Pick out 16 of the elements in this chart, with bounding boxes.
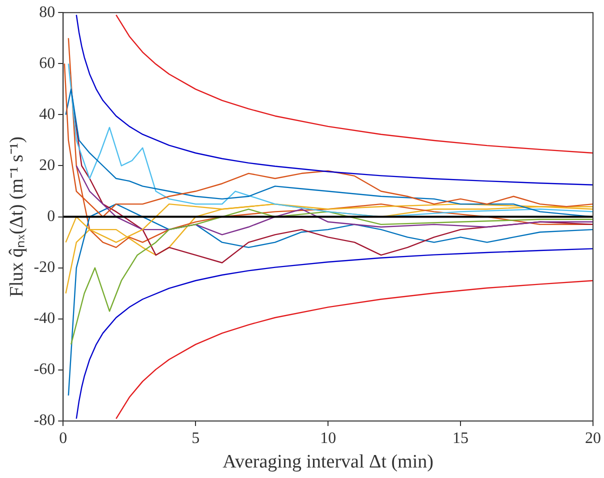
x-tick-label: 5 [192, 430, 200, 447]
x-tick-label: 0 [59, 430, 68, 447]
y-tick-label: -80 [34, 412, 56, 430]
y-axis-title: Flux q̂ₙₓ(Δt) (m⁻¹ s⁻¹) [6, 136, 28, 298]
x-tick-label: 20 [585, 430, 601, 447]
y-tick-label: 60 [39, 54, 56, 72]
x-axis-title: Averaging interval Δt (min) [222, 452, 434, 473]
x-tick-label: 10 [320, 430, 336, 447]
y-tick-label: -40 [34, 310, 56, 328]
y-tick-label: 20 [39, 156, 56, 174]
y-tick-label: -20 [34, 259, 56, 276]
y-tick-label: -60 [34, 361, 56, 378]
y-tick-label: 80 [39, 4, 56, 21]
y-tick-label: 0 [47, 208, 56, 226]
y-tick-label: 40 [39, 106, 56, 123]
x-tick-label: 15 [452, 430, 469, 447]
